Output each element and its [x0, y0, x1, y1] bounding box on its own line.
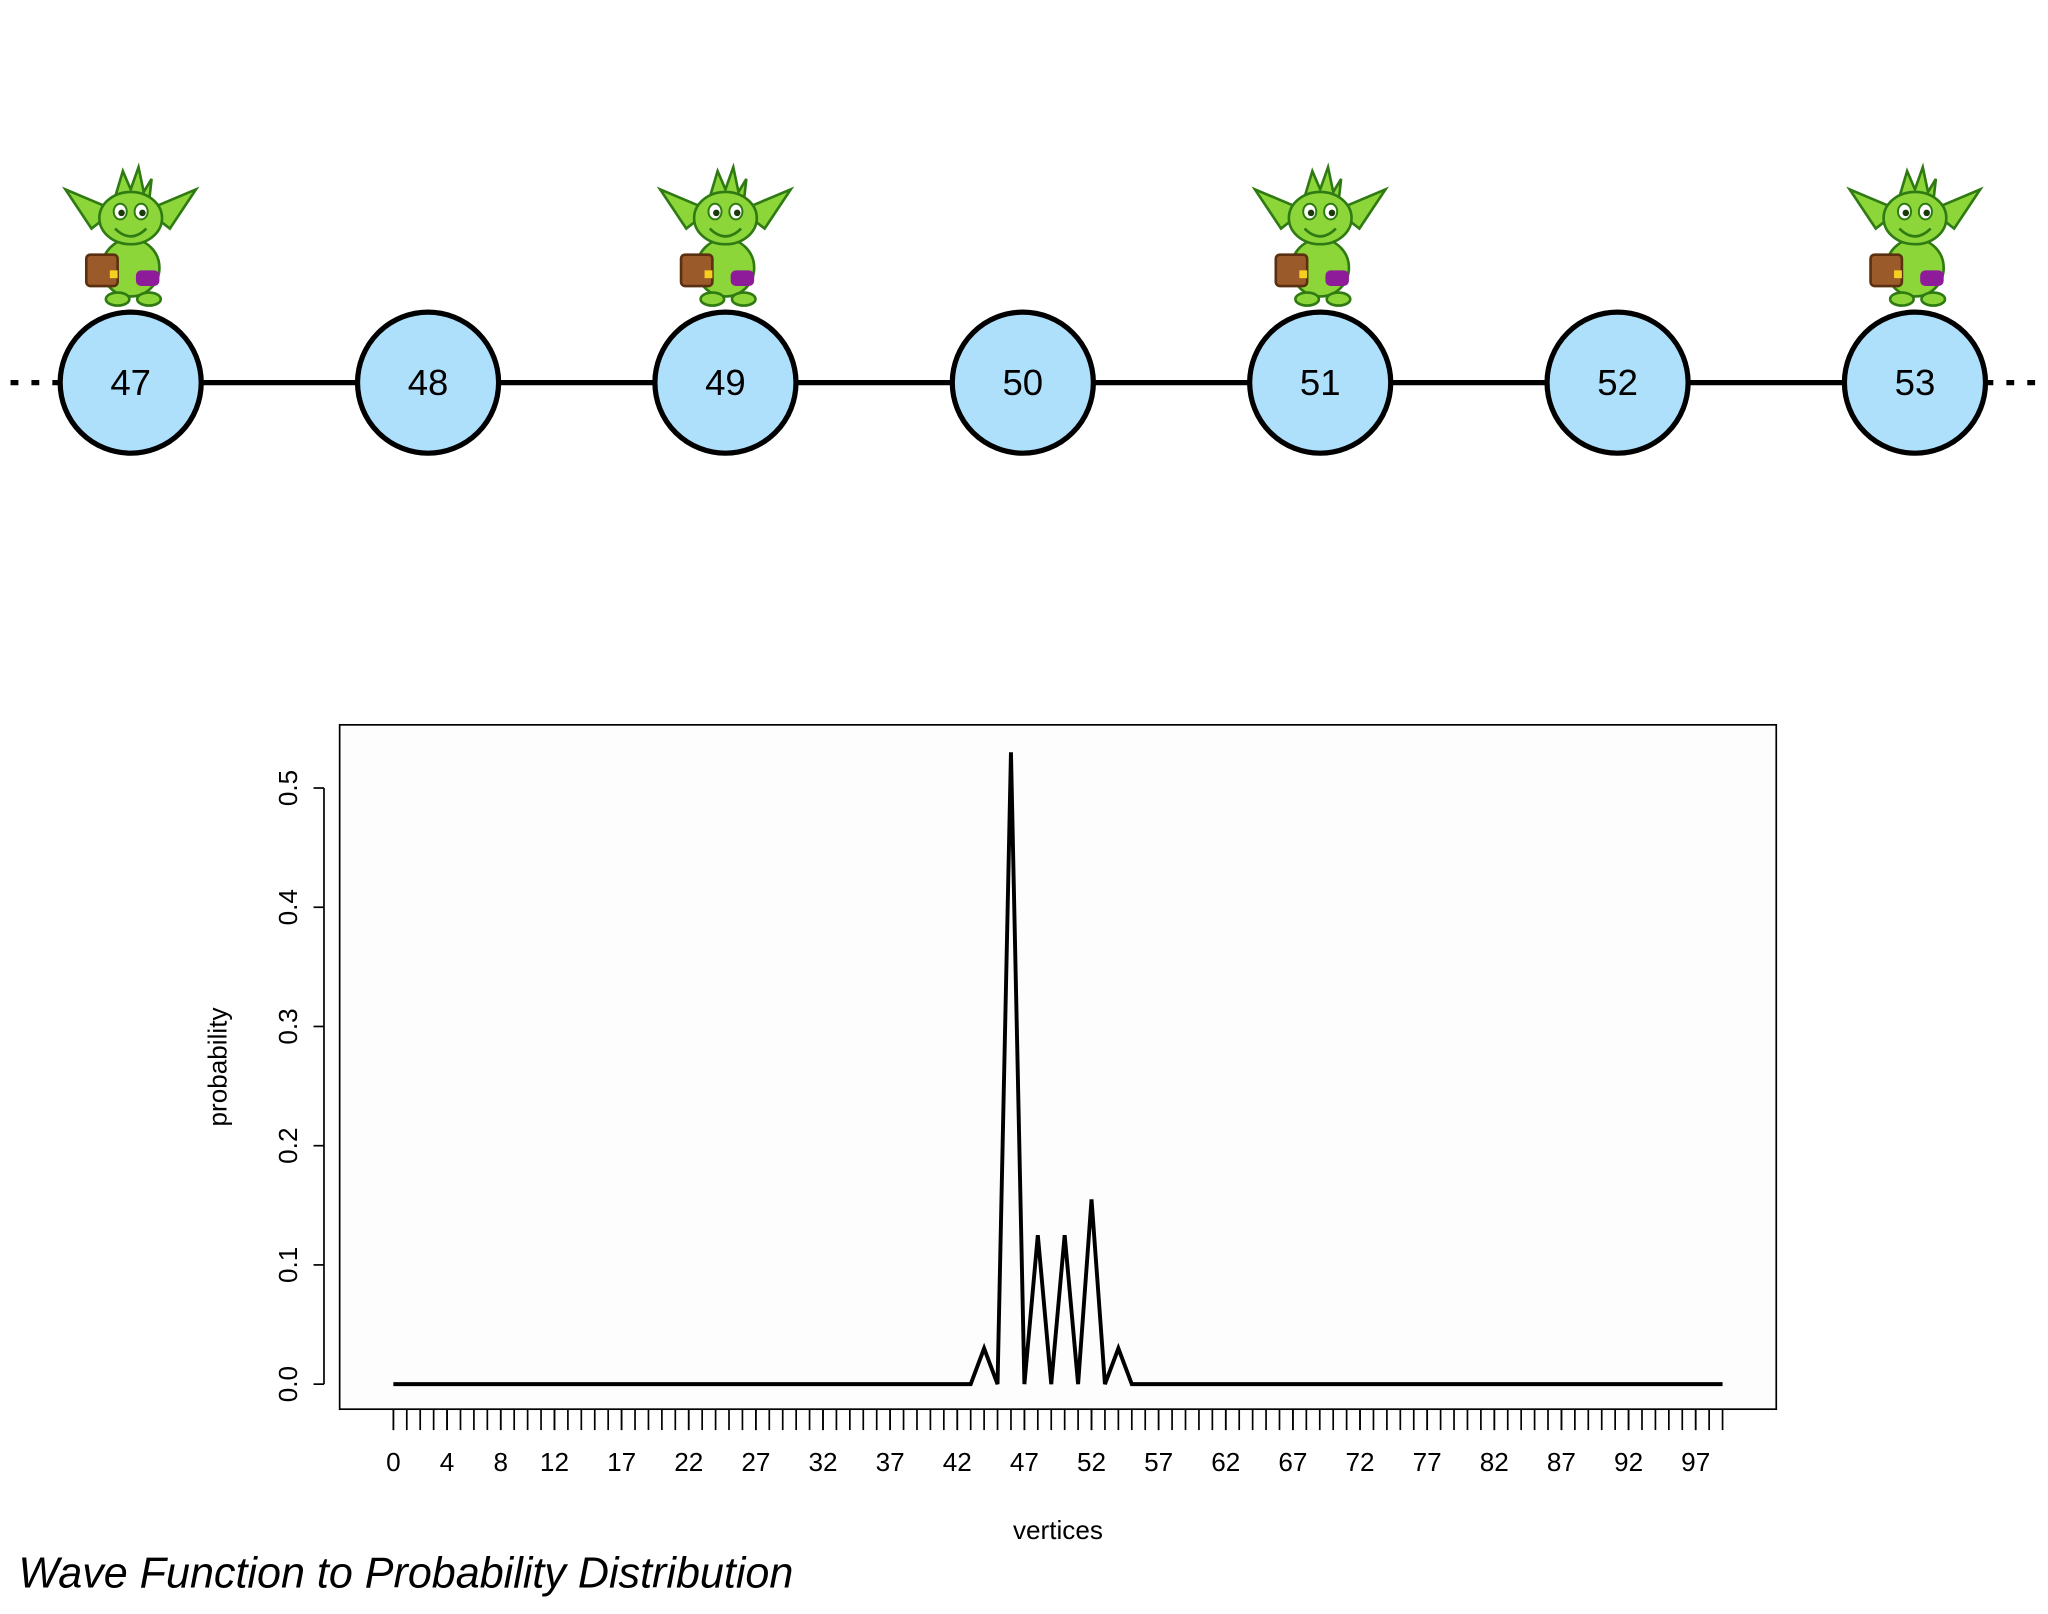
- x-tick-label: 0: [386, 1447, 401, 1477]
- shorts: [1325, 270, 1349, 287]
- x-axis-label: vertices: [1013, 1515, 1103, 1545]
- walker-icon: [1251, 162, 1389, 307]
- x-tick-label: 87: [1547, 1447, 1576, 1477]
- node: [949, 309, 1096, 456]
- y-axis-label: probability: [202, 1007, 232, 1126]
- x-tick-label: 27: [741, 1447, 770, 1477]
- data-line: [393, 752, 1723, 1387]
- mouth: [708, 227, 743, 238]
- bag: [679, 253, 714, 288]
- pupil: [139, 209, 146, 217]
- x-tick-label: 52: [1077, 1447, 1106, 1477]
- x-tick-label: 32: [808, 1447, 837, 1477]
- x-tick-label: 37: [876, 1447, 905, 1477]
- pupil: [118, 209, 125, 217]
- x-tick-label: 82: [1480, 1447, 1509, 1477]
- node: [1544, 309, 1691, 456]
- shorts: [135, 270, 160, 287]
- x-tick-label: 42: [943, 1447, 972, 1477]
- x-tick-label: 72: [1346, 1447, 1375, 1477]
- buckle: [1894, 270, 1902, 279]
- bag: [84, 253, 119, 288]
- y-tick-label: 0.5: [273, 770, 303, 806]
- node-label: 51: [1300, 362, 1341, 403]
- node-label: 47: [110, 362, 151, 403]
- x-tick-label: 92: [1614, 1447, 1643, 1477]
- y-tick-label: 0.2: [273, 1128, 303, 1164]
- foot: [699, 291, 726, 307]
- head: [1287, 190, 1353, 246]
- node: [354, 309, 502, 456]
- foot: [1325, 291, 1352, 307]
- node-label: 53: [1895, 362, 1936, 403]
- node: [1247, 309, 1394, 456]
- pupil: [1902, 209, 1910, 217]
- bag: [1869, 253, 1904, 288]
- x-tick-label: 12: [540, 1447, 569, 1477]
- mouth: [114, 227, 148, 238]
- x-tick-label: 57: [1144, 1447, 1173, 1477]
- head: [98, 190, 164, 246]
- pupil: [1307, 209, 1315, 217]
- foot: [730, 291, 757, 307]
- mouth: [1303, 227, 1337, 238]
- shorts: [1920, 270, 1944, 287]
- node-label: 48: [408, 362, 449, 403]
- foot: [104, 291, 131, 307]
- shorts: [730, 270, 755, 287]
- pupil: [1923, 209, 1930, 217]
- node: [57, 309, 204, 456]
- bag: [1274, 253, 1309, 288]
- y-tick-label: 0.0: [273, 1366, 303, 1402]
- walker-icon: [1846, 162, 1984, 307]
- pupil: [713, 209, 720, 217]
- caption: Wave Function to Probability Distributio…: [18, 1550, 793, 1598]
- x-tick-label: 97: [1681, 1447, 1710, 1477]
- foot: [1920, 291, 1947, 307]
- x-tick-label: 77: [1413, 1447, 1442, 1477]
- x-tick-label: 47: [1010, 1447, 1039, 1477]
- pupil: [1328, 209, 1336, 217]
- y-tick-label: 0.3: [273, 1008, 303, 1044]
- x-tick-label: 4: [440, 1447, 455, 1477]
- node: [1841, 309, 1989, 456]
- foot: [1888, 291, 1915, 307]
- node: [652, 309, 799, 456]
- walker-icon: [61, 162, 200, 307]
- foot: [1294, 291, 1321, 307]
- x-tick-label: 67: [1278, 1447, 1307, 1477]
- x-tick-label: 22: [674, 1447, 703, 1477]
- head: [692, 190, 759, 246]
- node-label: 49: [705, 362, 746, 403]
- buckle: [704, 270, 713, 279]
- node-label: 52: [1597, 362, 1638, 403]
- head: [1882, 190, 1948, 246]
- y-tick-label: 0.4: [273, 889, 303, 925]
- foot: [135, 291, 163, 307]
- x-tick-label: 62: [1211, 1447, 1240, 1477]
- buckle: [109, 270, 118, 279]
- mouth: [1898, 227, 1932, 238]
- x-tick-label: 8: [494, 1447, 509, 1477]
- graph-diagram: 47 48 49 50 51 52 53: [10, 162, 2038, 456]
- pupil: [733, 209, 741, 217]
- y-tick-label: 0.1: [273, 1247, 303, 1283]
- walker-icon: [656, 162, 795, 307]
- buckle: [1299, 270, 1308, 279]
- node-label: 50: [1002, 362, 1043, 403]
- x-tick-label: 17: [607, 1447, 636, 1477]
